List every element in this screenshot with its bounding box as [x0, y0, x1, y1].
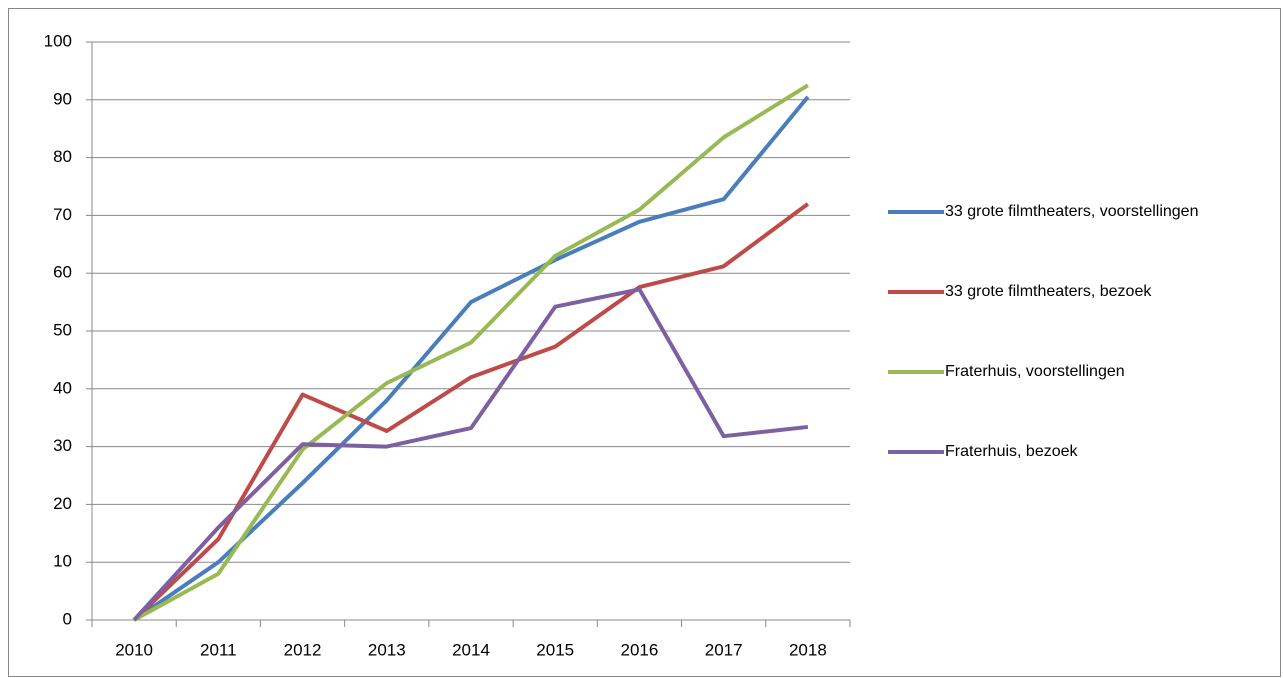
series-line [132, 95, 810, 622]
legend-swatch [888, 450, 944, 454]
legend-swatch [888, 290, 944, 294]
x-tick-label: 2018 [789, 640, 827, 659]
legend-label: 33 grote filmtheaters, voorstellingen [945, 203, 1199, 220]
legend-swatch [888, 370, 944, 374]
y-tick-label: 0 [63, 609, 72, 628]
series-line [132, 287, 809, 622]
y-tick-label: 20 [53, 494, 72, 513]
legend-label: 33 grote filmtheaters, bezoek [945, 283, 1152, 300]
y-tick-label: 90 [53, 89, 72, 108]
series-line [132, 202, 810, 622]
x-tick-label: 2014 [452, 640, 490, 659]
y-tick-label: 40 [53, 378, 72, 397]
legend-swatch [888, 210, 944, 214]
y-tick-label: 60 [53, 263, 72, 282]
x-tick-label: 2017 [705, 640, 743, 659]
y-tick-label: 30 [53, 436, 72, 455]
series-line [133, 83, 809, 622]
y-tick-label: 100 [44, 31, 72, 50]
x-tick-label: 2016 [621, 640, 659, 659]
legend-label: Fraterhuis, bezoek [945, 443, 1078, 460]
x-tick-label: 2013 [368, 640, 406, 659]
chart-frame [8, 8, 1281, 677]
x-tick-label: 2011 [200, 640, 237, 659]
x-tick-label: 2012 [284, 640, 322, 659]
y-tick-label: 80 [53, 147, 72, 166]
x-tick-label: 2010 [115, 640, 153, 659]
y-tick-label: 50 [53, 320, 72, 339]
y-tick-label: 10 [53, 552, 72, 571]
x-tick-label: 2015 [536, 640, 574, 659]
y-tick-label: 70 [53, 205, 72, 224]
legend-label: Fraterhuis, voorstellingen [945, 363, 1125, 380]
